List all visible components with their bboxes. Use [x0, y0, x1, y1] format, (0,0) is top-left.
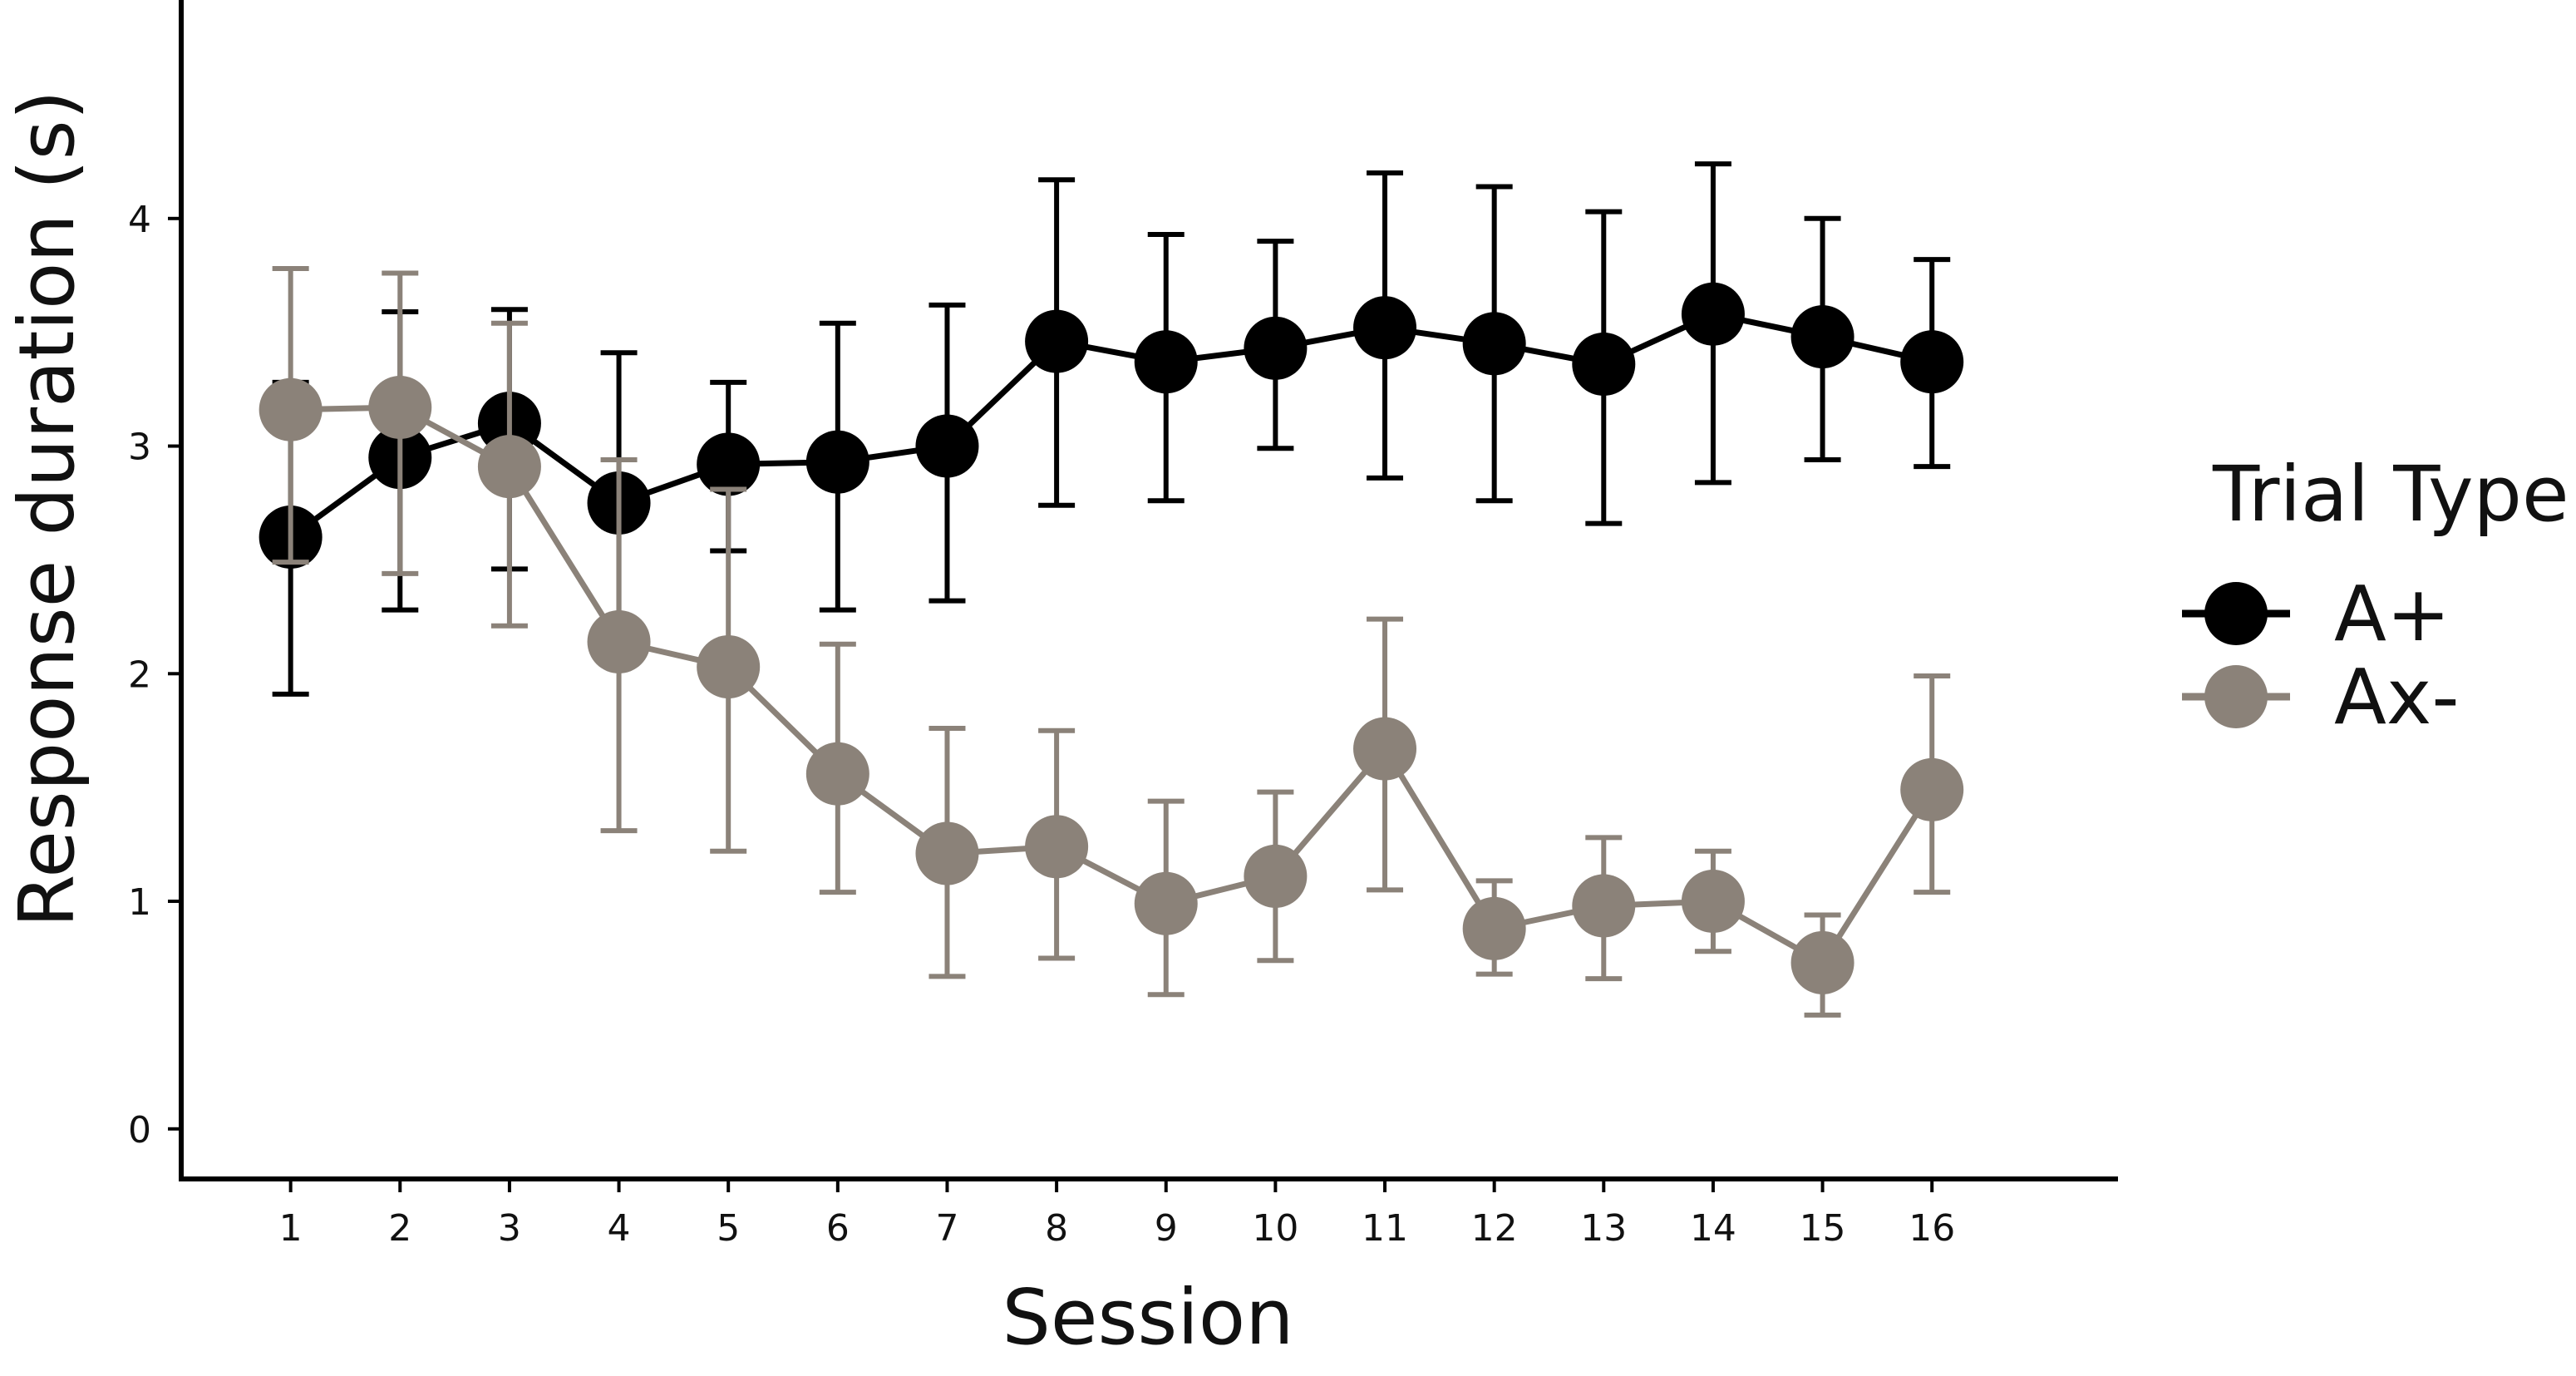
x-tick-label: 7 [935, 1207, 958, 1250]
x-tick-label: 11 [1362, 1207, 1408, 1250]
x-tick-label: 6 [826, 1207, 850, 1250]
series-ax- [259, 266, 1964, 1018]
data-point [259, 377, 323, 441]
x-tick-label: 1 [279, 1207, 303, 1250]
data-point [1462, 896, 1526, 960]
data-point [1572, 874, 1636, 938]
x-tick-label: 8 [1045, 1207, 1068, 1250]
data-point [1244, 316, 1308, 380]
legend-marker [2204, 665, 2268, 728]
series-a- [259, 161, 1964, 697]
y-tick-label: 1 [128, 881, 151, 924]
data-point [697, 635, 761, 699]
legend-entry: Ax- [2182, 653, 2460, 742]
data-point [1134, 330, 1198, 394]
data-point [1900, 330, 1964, 394]
data-point [587, 609, 651, 673]
data-point [1025, 309, 1089, 373]
data-point [805, 430, 869, 494]
data-point [805, 742, 869, 806]
series-layer [259, 161, 1964, 1018]
legend-marker [2204, 582, 2268, 645]
data-point [1353, 717, 1417, 781]
x-tick-label: 12 [1471, 1207, 1518, 1250]
x-axis-title: Session [1002, 1273, 1293, 1362]
data-point [1681, 870, 1745, 934]
y-tick-label: 2 [128, 653, 151, 696]
legend-label: A+ [2334, 570, 2450, 658]
y-tick-label: 3 [128, 427, 151, 469]
x-tick-label: 5 [717, 1207, 740, 1250]
y-axis-title: Response duration (s) [2, 90, 91, 927]
x-tick-label: 10 [1252, 1207, 1298, 1250]
x-tick-label: 3 [498, 1207, 521, 1250]
x-tick-label: 16 [1909, 1207, 1955, 1250]
data-point [1681, 282, 1745, 346]
x-tick-label: 13 [1580, 1207, 1627, 1250]
x-tick-label: 14 [1690, 1207, 1736, 1250]
data-point [1134, 871, 1198, 935]
legend-label: Ax- [2334, 653, 2460, 742]
x-tick-label: 15 [1800, 1207, 1846, 1250]
data-point [1790, 930, 1854, 994]
series-line [290, 404, 1935, 966]
data-point [368, 376, 432, 440]
x-tick-label: 4 [608, 1207, 631, 1250]
y-tick-label: 4 [128, 199, 151, 241]
legend-title: Trial Type [2212, 450, 2569, 539]
legend: Trial Type A+Ax- [2182, 450, 2569, 742]
data-point [1790, 305, 1854, 369]
data-point [1025, 815, 1089, 879]
data-point [1244, 844, 1308, 908]
data-point [915, 821, 979, 885]
series-line [288, 311, 1933, 540]
data-point [697, 432, 761, 496]
data-point [915, 414, 979, 478]
y-tick-label: 0 [128, 1109, 151, 1152]
data-point [1462, 312, 1526, 376]
data-point [1353, 296, 1417, 360]
legend-items: A+Ax- [2182, 570, 2460, 742]
data-point [477, 435, 541, 499]
x-tick-label: 9 [1155, 1207, 1178, 1250]
data-point [1900, 757, 1964, 821]
data-point [1572, 332, 1636, 396]
legend-entry: A+ [2182, 570, 2450, 658]
x-tick-label: 2 [388, 1207, 411, 1250]
